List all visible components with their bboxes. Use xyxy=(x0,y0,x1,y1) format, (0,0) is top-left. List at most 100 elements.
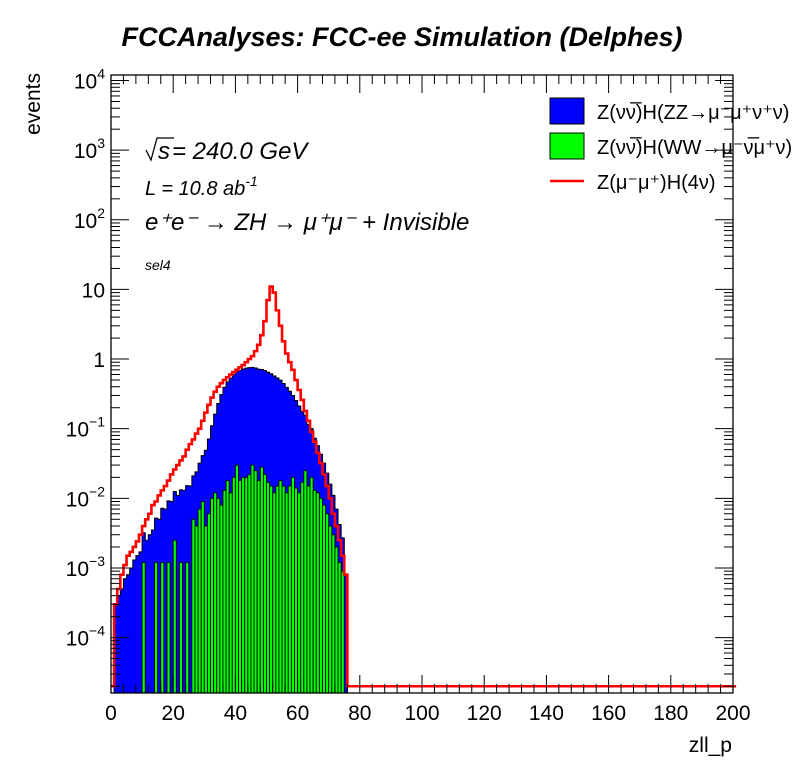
plot-frame xyxy=(110,74,737,694)
ww-bar xyxy=(328,525,333,694)
x-tick-label: 20 xyxy=(162,702,185,725)
sqrt-symbol xyxy=(145,137,174,162)
annotations: s = 240.0 GeV L = 10.8 ab-1 e⁺e⁻ → ZH → … xyxy=(145,137,469,273)
x-tick-label: 80 xyxy=(348,702,371,725)
ww-bar xyxy=(266,481,271,694)
y-tick-label: 102 xyxy=(74,205,105,233)
ww-bar xyxy=(278,480,283,694)
ww-bar xyxy=(231,476,236,694)
ww-bar xyxy=(247,474,252,694)
ww-bar xyxy=(225,480,230,694)
ww-bar xyxy=(250,464,255,694)
ww-bar xyxy=(306,485,311,694)
y-tick-label: 104 xyxy=(74,66,105,94)
ww-bar xyxy=(318,497,323,694)
zz-bar xyxy=(170,501,174,693)
ww-bar xyxy=(281,485,286,694)
zz-bar xyxy=(138,551,143,693)
legend-item: Z(μ⁻μ⁺)H(4ν) xyxy=(550,172,716,194)
ww-bar xyxy=(287,485,292,694)
y-tick-label: 103 xyxy=(74,135,105,163)
ww-bar xyxy=(284,492,289,694)
ww-bar xyxy=(172,539,177,694)
ww-bar xyxy=(269,485,274,694)
sqrt-s-annotation: s = 240.0 GeV xyxy=(145,137,309,165)
luminosity-exponent: -1 xyxy=(245,173,257,189)
ww-bar xyxy=(309,476,314,694)
ww-bar xyxy=(322,504,327,694)
series-zmumu-line xyxy=(111,285,737,688)
ww-bar xyxy=(203,525,208,694)
x-tick-label: 160 xyxy=(591,702,626,725)
ww-bar xyxy=(200,501,205,694)
ww-bar xyxy=(300,481,305,694)
x-tick-label: 60 xyxy=(286,702,309,725)
y-tick-label: 10−3 xyxy=(66,553,106,581)
zz-bar xyxy=(148,534,152,693)
legend-swatch xyxy=(549,132,585,160)
ww-bar xyxy=(340,570,345,694)
legend: Z(νν̅)H(ZZ→μ⁻μ⁺ν⁺ν) Z(νν̅)H(WW→μ⁻ν̅μ⁺ν) Z(… xyxy=(549,97,792,194)
ww-bar xyxy=(262,474,267,694)
ww-bar xyxy=(238,480,243,694)
ww-bar xyxy=(194,525,199,694)
x-axis-label: zll_p xyxy=(689,734,732,757)
axes-layer: 0 20 40 60 80 100 120 140 160 180 200 10−4 10−3 10−2 1… xyxy=(66,66,751,725)
legend-item: Z(νν̅)H(WW→μ⁻ν̅μ⁺ν) xyxy=(549,132,792,160)
zz-bar xyxy=(188,486,193,693)
ww-bar xyxy=(154,561,159,694)
ww-bar xyxy=(222,489,227,694)
ww-bar xyxy=(210,497,215,694)
ww-bar xyxy=(241,476,246,694)
ww-bar xyxy=(253,470,258,694)
ww-bar xyxy=(275,485,280,694)
sqrt-s-text: s xyxy=(158,138,170,165)
x-tick-label: 200 xyxy=(715,702,750,725)
series-layer xyxy=(111,285,737,694)
ww-bar xyxy=(244,476,249,694)
ww-bar xyxy=(219,504,224,694)
zz-bar xyxy=(145,540,149,693)
y-tick-label: 10−4 xyxy=(66,623,106,651)
y-tick-label: 1 xyxy=(93,349,105,372)
chart-title: FCCAnalyses: FCC-ee Simulation (Delphes) xyxy=(121,22,682,52)
ww-bar xyxy=(259,466,264,694)
zz-bar xyxy=(129,567,134,693)
x-tick-label: 180 xyxy=(653,702,688,725)
legend-swatch xyxy=(549,97,585,125)
ww-bar xyxy=(216,497,221,694)
ww-bar xyxy=(191,518,196,694)
luminosity-label: L = 10.8 ab-1 xyxy=(145,173,258,200)
ww-bar xyxy=(256,480,261,694)
zz-bar xyxy=(120,588,124,693)
zz-bar xyxy=(157,519,162,693)
ww-bar xyxy=(178,561,183,694)
ww-bar xyxy=(312,489,317,694)
y-tick-label: 10−2 xyxy=(66,483,106,511)
zz-bar xyxy=(123,578,127,693)
ww-bar xyxy=(325,513,330,694)
y-tick-label: 10−1 xyxy=(66,414,106,442)
zz-bar xyxy=(151,530,155,693)
ww-bar xyxy=(294,487,299,694)
zz-bar xyxy=(163,509,168,693)
ww-bar xyxy=(197,508,202,694)
ww-bar xyxy=(185,561,190,694)
x-tick-label: 140 xyxy=(529,702,564,725)
process-label: e⁺e⁻ → ZH → μ⁺μ⁻ + Invisible xyxy=(145,209,469,236)
energy-text: = 240.0 GeV xyxy=(172,138,309,165)
zz-bar xyxy=(176,495,180,693)
ww-bar xyxy=(213,492,218,694)
ww-bar xyxy=(160,561,165,694)
x-tick-label: 100 xyxy=(404,702,439,725)
x-tick-label: 0 xyxy=(105,702,117,725)
ww-bar xyxy=(290,476,295,694)
zz-bar xyxy=(126,574,131,693)
zz-bar xyxy=(132,560,137,693)
zz-bar xyxy=(135,555,140,693)
ww-bar xyxy=(315,492,320,694)
ww-bar xyxy=(272,492,277,694)
x-tick-label: 40 xyxy=(224,702,247,725)
selection-label: sel4 xyxy=(145,257,171,273)
